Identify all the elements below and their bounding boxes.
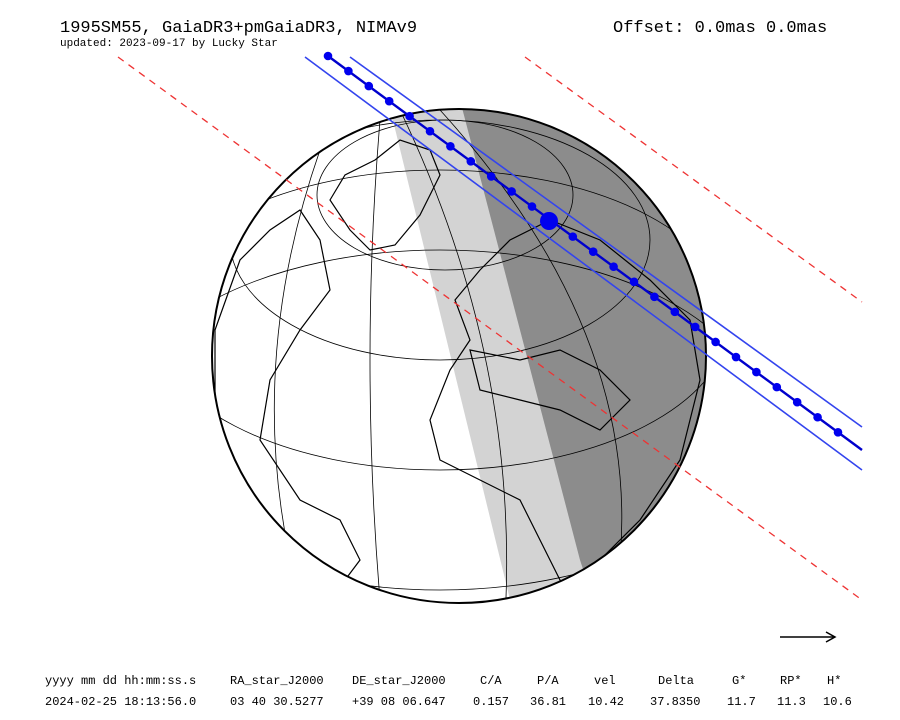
twilight-band — [388, 109, 600, 603]
time-dot — [466, 157, 476, 166]
time-dot — [446, 142, 455, 151]
time-dot — [629, 277, 639, 287]
path-limit — [304, 56, 863, 471]
time-dot — [384, 96, 394, 106]
time-dot — [650, 292, 659, 302]
parallel — [212, 249, 706, 591]
time-dot — [527, 202, 537, 211]
arrow-head — [825, 631, 837, 643]
time-dot — [588, 247, 598, 256]
time-dot — [425, 126, 435, 136]
time-dot — [711, 337, 720, 347]
time-dot — [690, 322, 700, 332]
time-dot — [792, 397, 802, 407]
shadow — [388, 109, 706, 603]
greenland — [329, 139, 441, 251]
column-header: yyyy mm dd hh:mm:ss.s — [45, 674, 196, 688]
cell: 37.8350 — [650, 695, 700, 709]
time-dot — [364, 81, 374, 91]
cell: 10.6 — [823, 695, 852, 709]
meridian — [439, 109, 623, 561]
cell: 11.7 — [727, 695, 756, 709]
time-dot — [323, 51, 333, 61]
time-dot — [486, 172, 496, 181]
time-dot — [731, 352, 741, 362]
cell: 11.3 — [777, 695, 806, 709]
error-line — [117, 56, 863, 601]
column-header: G* — [732, 674, 746, 688]
time-marks — [323, 51, 843, 437]
time-dot — [833, 427, 843, 437]
cell: 36.81 — [530, 695, 566, 709]
time-dot — [813, 412, 822, 422]
parallel — [212, 169, 706, 471]
error-line — [524, 56, 863, 303]
mediterranean — [469, 349, 631, 431]
column-header: H* — [827, 674, 841, 688]
cell: 03 40 30.5277 — [230, 695, 324, 709]
time-dot — [772, 382, 782, 392]
globe-outline — [211, 108, 707, 604]
subtitle: updated: 2023-09-17 by Lucky Star — [60, 38, 278, 50]
column-header: C/A — [480, 674, 502, 688]
offset: Offset: 0.0mas 0.0mas — [613, 19, 827, 38]
time-dot — [405, 111, 414, 121]
column-header: RA_star_J2000 — [230, 674, 324, 688]
info-table: yyyy mm dd hh:mm:ss.s RA_star_J2000 DE_sta… — [45, 674, 852, 709]
time-dot — [507, 187, 516, 196]
error-limits — [117, 56, 863, 601]
direction-arrow — [780, 631, 837, 643]
meridian — [399, 109, 508, 603]
closest-approach — [540, 212, 558, 230]
column-header: RP* — [780, 674, 802, 688]
cell: +39 08 06.647 — [352, 695, 446, 709]
cell: 2024-02-25 18:13:56.0 — [45, 695, 196, 709]
time-dot — [568, 232, 578, 241]
cell: 0.157 — [473, 695, 509, 709]
time-dot — [609, 262, 618, 272]
night-region — [460, 109, 706, 603]
column-header: DE_star_J2000 — [352, 674, 446, 688]
time-dot — [344, 66, 353, 76]
meridian — [369, 119, 381, 601]
time-dot — [670, 307, 680, 317]
column-header: Delta — [658, 674, 694, 688]
title: 1995SM55, GaiaDR3+pmGaiaDR3, NIMAv9 — [60, 19, 417, 38]
eurasia-africa — [429, 219, 701, 602]
column-header: vel — [594, 674, 616, 688]
path-limit — [349, 56, 863, 428]
column-header: P/A — [537, 674, 559, 688]
time-dot — [752, 367, 761, 377]
cell: 10.42 — [588, 695, 624, 709]
